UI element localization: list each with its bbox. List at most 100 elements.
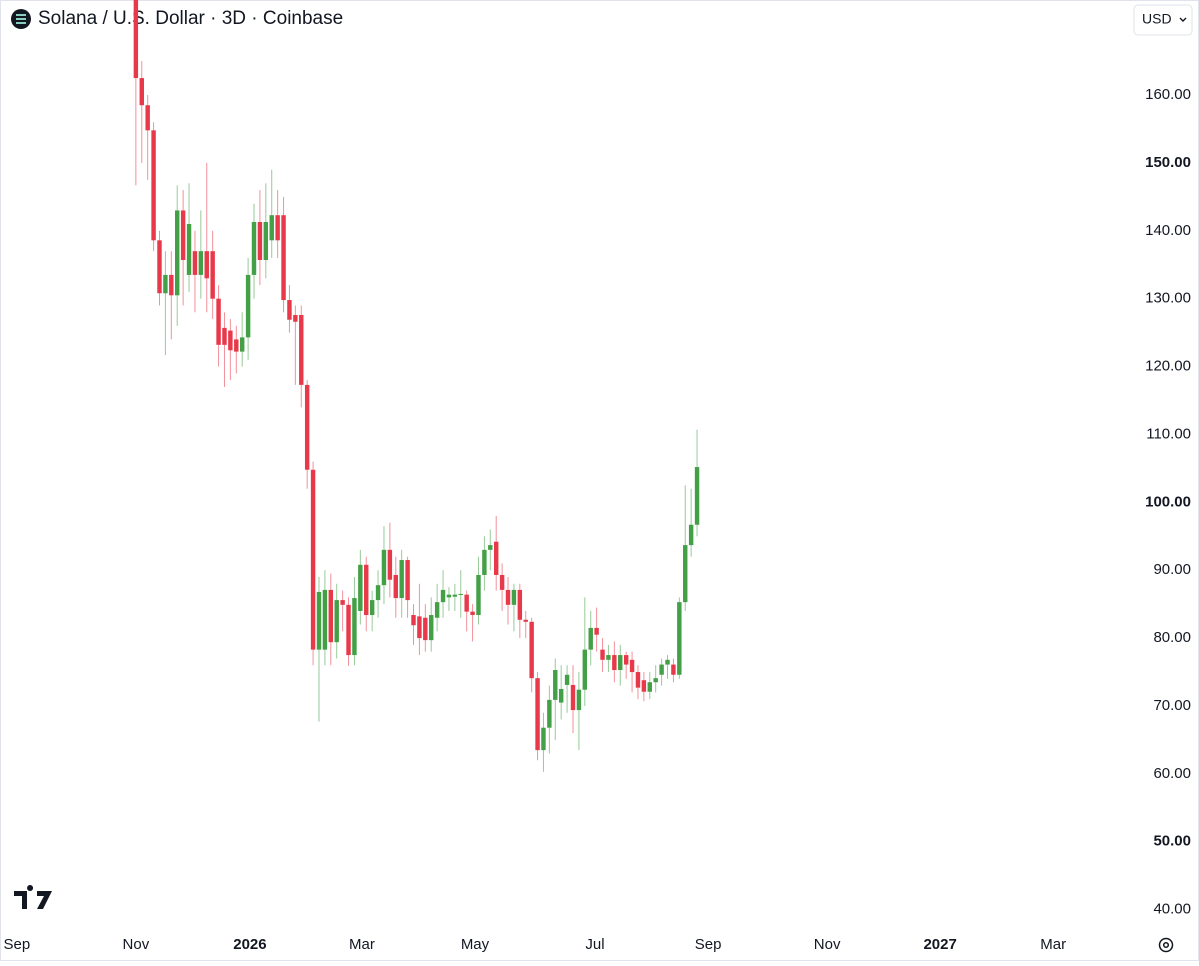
candle-body [582,649,588,690]
candle-body [180,210,186,260]
candle-body [452,594,458,597]
x-tick-label: 2027 [923,936,956,953]
y-tick-label: 100.00 [1145,493,1191,510]
y-tick-label: 120.00 [1145,358,1191,375]
candle-body [133,0,139,79]
candle-body [446,594,452,598]
logo-stripes [16,14,26,24]
candle-body [192,251,198,275]
candle-body [606,655,611,660]
candle-body [251,221,257,275]
candle-body [399,560,404,599]
candle-body [299,314,304,385]
candle-body [688,524,694,546]
currency-button[interactable] [1133,4,1193,36]
candle-body [175,210,180,296]
candle-body [375,585,381,601]
candle-body [618,655,623,671]
candle-body [163,274,168,294]
candle-body [257,221,263,260]
candle-body [570,684,576,711]
candle-body [647,682,653,692]
candle-body [216,298,221,345]
candle-body [304,384,310,470]
y-tick-label: 90.00 [1153,561,1191,578]
candle-body [151,130,156,241]
candle-body [157,240,162,294]
settings-button[interactable] [1158,937,1174,953]
candle-body [612,655,617,671]
candle-body [275,215,280,241]
x-tick-label: Jul [585,936,604,953]
candle-body [635,672,641,688]
y-tick-label: 140.00 [1145,222,1191,239]
x-tick-label: Mar [349,936,375,953]
candle-body [547,699,552,728]
candle-body [340,600,345,605]
plot-area [133,0,700,772]
candle-body [535,678,540,751]
candle-body [210,251,215,299]
candle-body [245,274,251,338]
candle-body [511,589,517,605]
candle-body [334,600,339,643]
candle-body [564,674,570,685]
candle-body [369,600,375,616]
candle-body [488,545,493,550]
candle-body [493,541,499,575]
x-tick-label: Mar [1040,936,1066,953]
candle-body [310,469,316,650]
candle-body [629,659,635,673]
y-tick-label: 60.00 [1153,765,1191,782]
candle-body [440,589,446,603]
candle-body [358,564,363,611]
candle-body [653,678,658,683]
candle-body [694,467,700,525]
candle-body [476,574,481,616]
candle-body [346,604,351,656]
candle-body [665,659,670,665]
candle-body [417,616,422,639]
candle-body [558,689,564,703]
candle-body [434,602,440,618]
y-tick-label: 130.00 [1145,290,1191,307]
tradingview-logo[interactable] [14,885,52,909]
x-tick-label: 2026 [233,936,266,953]
candle-body [269,215,274,241]
candle-body [352,598,357,656]
candle-body [423,617,428,641]
y-tick-label: 80.00 [1153,629,1191,646]
candle-body [576,689,582,711]
y-tick-label: 50.00 [1153,833,1191,850]
candle-body [529,621,534,679]
candle-body [169,274,174,296]
currency-label[interactable]: USD [1142,11,1172,27]
candle-body [239,337,245,352]
candle-body [186,224,192,275]
candle-body [659,664,664,675]
candle-body [641,680,647,692]
candle-body [293,314,298,322]
x-tick-label: Sep [695,936,722,953]
candle-body [316,591,322,650]
candle-body [600,649,605,660]
candle-body [594,627,599,635]
candle-body [381,549,387,586]
candle-body [499,574,505,590]
candle-body [364,564,369,616]
candle-body [553,670,558,700]
candle-body [393,574,398,599]
y-tick-label: 40.00 [1153,901,1191,918]
candle-body [405,560,410,601]
candle-body [523,619,528,622]
x-tick-label: Nov [123,936,150,953]
x-tick-label: May [461,936,490,953]
candle-body [204,251,209,279]
candle-body [287,300,292,320]
candle-body [387,549,393,580]
candle-body [470,611,475,616]
candle-body [281,215,286,301]
y-tick-label: 150.00 [1145,154,1191,171]
